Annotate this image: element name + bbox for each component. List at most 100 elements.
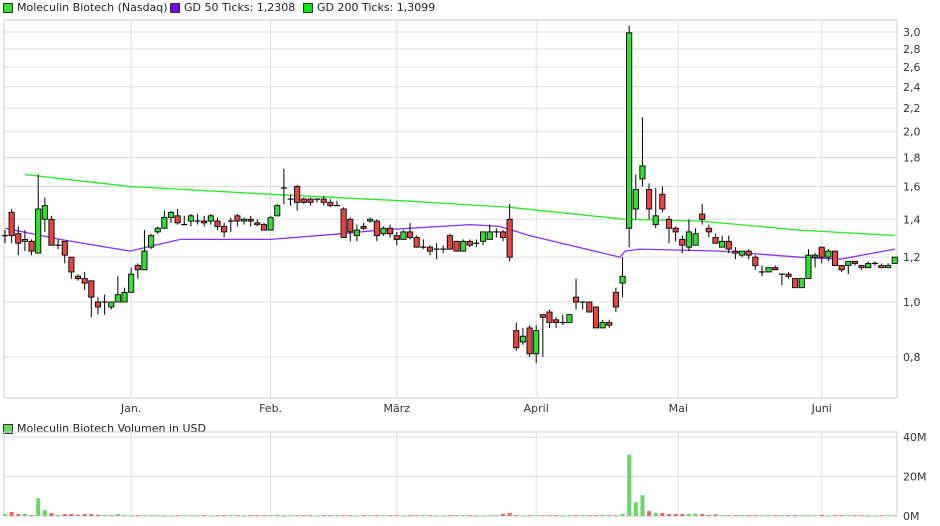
volume-bar	[95, 514, 100, 516]
volume-bar	[859, 515, 864, 516]
volume-bar	[261, 515, 266, 516]
volume-bar	[3, 514, 7, 516]
volume-bar	[693, 513, 698, 516]
candle-body	[812, 254, 819, 258]
candle-body	[373, 220, 380, 237]
candle	[440, 245, 447, 254]
candle	[181, 215, 188, 226]
candle	[566, 314, 573, 323]
candle	[74, 274, 82, 281]
candle-body	[393, 235, 400, 240]
candle-body	[201, 220, 208, 224]
candle	[114, 276, 121, 303]
price-tick-label: 2,0	[903, 126, 921, 139]
candle-body	[380, 227, 387, 235]
candle	[187, 214, 194, 227]
volume-bar	[726, 515, 731, 516]
volume-bar	[9, 512, 14, 516]
candle	[838, 265, 845, 272]
volume-bar	[494, 515, 499, 516]
candle	[314, 198, 321, 203]
volume-bar	[481, 515, 486, 516]
candle	[260, 222, 268, 231]
candle	[141, 230, 148, 271]
volume-bar	[235, 515, 240, 516]
volume-bar	[328, 515, 333, 516]
volume-bar	[567, 515, 572, 516]
volume-bar	[540, 515, 545, 516]
candle-body	[752, 256, 759, 266]
candle	[426, 245, 434, 256]
candle	[134, 263, 141, 279]
candle	[300, 197, 307, 204]
volume-bar	[799, 515, 804, 516]
volume-bar	[242, 515, 247, 516]
candle-body	[48, 218, 55, 246]
candle	[526, 325, 533, 357]
volume-bar	[109, 515, 114, 516]
volume-bar	[746, 515, 751, 516]
candle-body	[805, 254, 812, 280]
candle-body	[28, 240, 35, 252]
volume-bar	[122, 515, 127, 516]
candle	[519, 327, 526, 345]
volume-bar	[872, 515, 877, 516]
candle	[280, 168, 287, 204]
candle	[579, 301, 586, 310]
candle	[685, 219, 692, 252]
candle-body	[108, 301, 115, 308]
candle-body	[831, 250, 839, 266]
volume-bar	[514, 515, 519, 516]
volume-bar	[169, 515, 173, 516]
candle-body	[486, 231, 493, 240]
candle-body	[519, 335, 526, 343]
candle-body	[121, 291, 128, 303]
candle	[94, 297, 102, 315]
month-label: Feb.	[259, 402, 282, 415]
candle-body	[453, 240, 460, 252]
volume-bar	[826, 515, 831, 516]
volume-bar	[607, 515, 612, 516]
candle	[327, 199, 334, 208]
candle	[174, 208, 181, 225]
candle	[539, 314, 546, 357]
candle	[347, 217, 354, 242]
candle	[825, 249, 832, 262]
candle-body	[851, 260, 858, 264]
candle-body	[353, 229, 360, 237]
candle	[513, 322, 520, 351]
candle	[639, 117, 646, 187]
candle	[845, 260, 852, 275]
volume-bar	[773, 515, 778, 516]
candle	[612, 287, 619, 313]
candle-body	[885, 265, 892, 269]
volume-bar	[660, 513, 665, 516]
candle-body	[174, 215, 181, 224]
volume-bar	[759, 515, 764, 516]
candle-body	[294, 186, 301, 203]
candle	[154, 226, 161, 234]
candle-body	[725, 240, 732, 250]
candle-body	[765, 267, 772, 273]
candle	[473, 239, 480, 248]
candle	[400, 230, 407, 240]
legend-gd50-label: GD 50 Ticks: 1,2308	[184, 1, 296, 14]
candle-body	[619, 275, 626, 284]
volume-bar	[175, 515, 180, 516]
candle-body	[586, 301, 593, 313]
candle-body	[632, 189, 639, 210]
volume-bar	[208, 515, 213, 516]
volume-bar	[49, 513, 54, 516]
volume-bar	[713, 514, 718, 516]
candle	[652, 188, 659, 229]
candle	[732, 247, 739, 260]
volume-bar	[335, 515, 339, 516]
candle	[320, 195, 327, 206]
candle-body	[307, 198, 314, 203]
candle-body	[772, 267, 779, 271]
volume-bar	[308, 515, 313, 516]
candle	[287, 194, 294, 206]
candle-body	[858, 265, 865, 269]
candle	[499, 230, 507, 242]
legend-swatch-price	[3, 2, 13, 13]
